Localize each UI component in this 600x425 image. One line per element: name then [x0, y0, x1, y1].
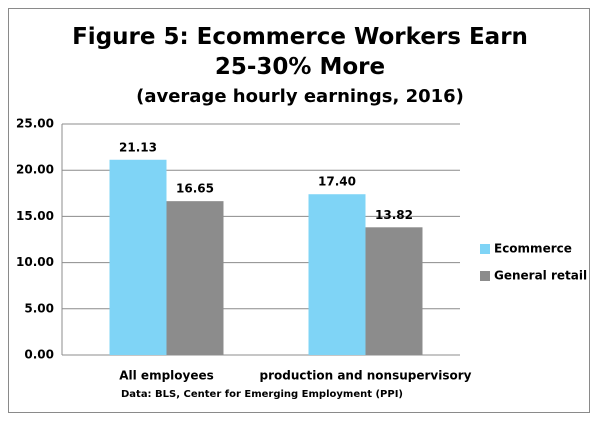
chart-subtitle: (average hourly earnings, 2016) — [136, 86, 464, 107]
bar — [365, 227, 423, 355]
y-tick-label: 10.00 — [16, 255, 54, 269]
y-tick-label: 15.00 — [16, 209, 54, 223]
value-label: 21.13 — [119, 140, 157, 154]
source-note: Data: BLS, Center for Emerging Employmen… — [121, 389, 403, 400]
bar — [109, 159, 167, 355]
legend-swatch — [480, 244, 490, 254]
x-tick-label: production and nonsupervisory — [260, 369, 472, 383]
value-label: 16.65 — [176, 182, 214, 196]
value-label: 13.82 — [375, 208, 413, 222]
y-tick-label: 0.00 — [24, 348, 54, 362]
legend-label: Ecommerce — [494, 242, 572, 256]
y-tick-label: 20.00 — [16, 163, 54, 177]
y-tick-label: 5.00 — [24, 301, 54, 315]
legend-swatch — [480, 271, 490, 281]
value-label: 17.40 — [318, 175, 356, 189]
y-tick-label: 25.00 — [16, 117, 54, 131]
chart-frame — [8, 8, 590, 413]
legend-label: General retail — [494, 269, 587, 283]
x-tick-label: All employees — [119, 369, 214, 383]
bar — [166, 201, 224, 355]
chart-title: Figure 5: Ecommerce Workers Earn 25-30% … — [72, 24, 528, 80]
bar — [308, 194, 366, 355]
